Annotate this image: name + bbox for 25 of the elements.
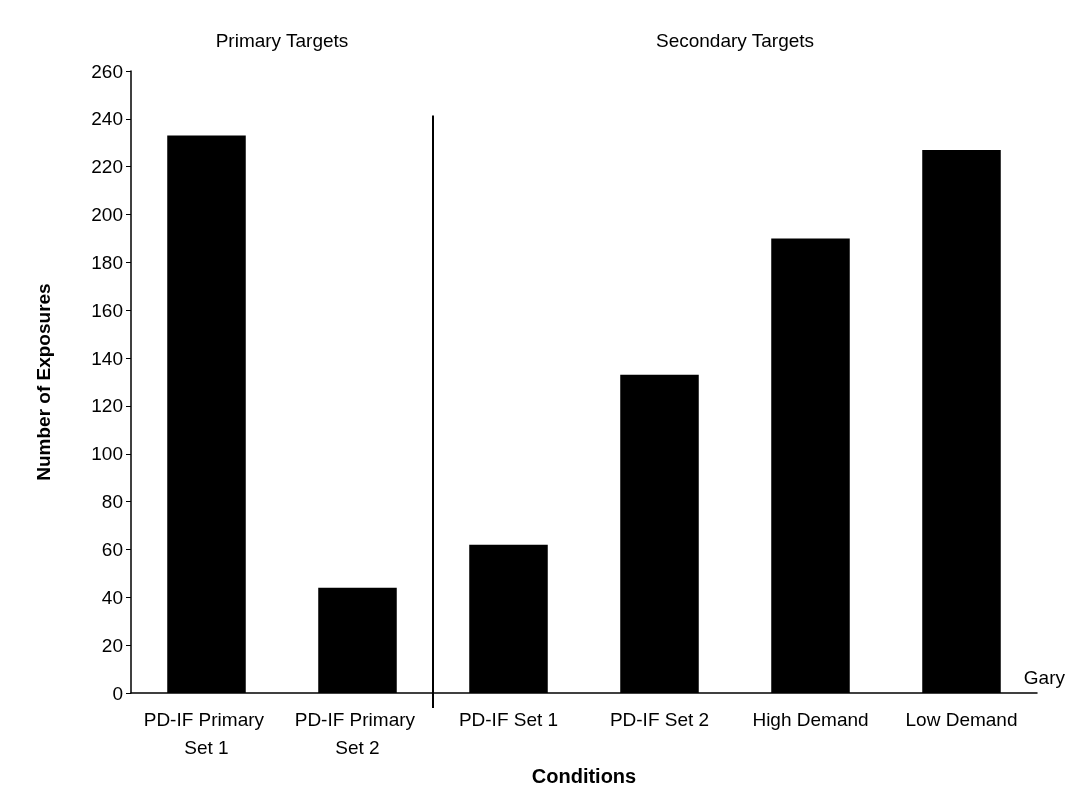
y-tick-label: 0 [112, 682, 123, 704]
x-tick-label: PD-IF Primary Set 1 [143, 708, 270, 758]
y-tick-label: 260 [91, 60, 123, 82]
x-tick-label: High Demand [752, 708, 869, 730]
y-tick-label: 120 [91, 395, 123, 417]
y-tick-label: 180 [91, 251, 123, 273]
x-tick-label: Low Demand [905, 708, 1018, 730]
y-axis-title: Number of Exposures [33, 283, 54, 481]
y-tick-label: 220 [91, 156, 123, 178]
y-tick-label: 60 [101, 539, 123, 561]
y-tick-label: 200 [91, 204, 123, 226]
y-tick-label: 40 [101, 586, 123, 608]
y-tick-label: 20 [101, 634, 123, 656]
y-tick-label: 160 [91, 299, 123, 321]
x-tick-label: PD-IF Set 1 [458, 708, 559, 730]
text: Primary Targets [215, 30, 349, 51]
x-tick-label: PD-IF Primary Set 2 [294, 708, 421, 758]
x-tick-label: PD-IF Set 2 [609, 708, 710, 730]
y-tick-label: 100 [91, 443, 123, 465]
y-tick-label: 140 [91, 347, 123, 369]
x-axis-title: Conditions [531, 765, 637, 787]
text: Secondary Targets [655, 30, 815, 51]
annotation: Gary [1023, 667, 1066, 688]
y-tick-label: 240 [91, 108, 123, 130]
y-tick-label: 80 [101, 491, 123, 513]
